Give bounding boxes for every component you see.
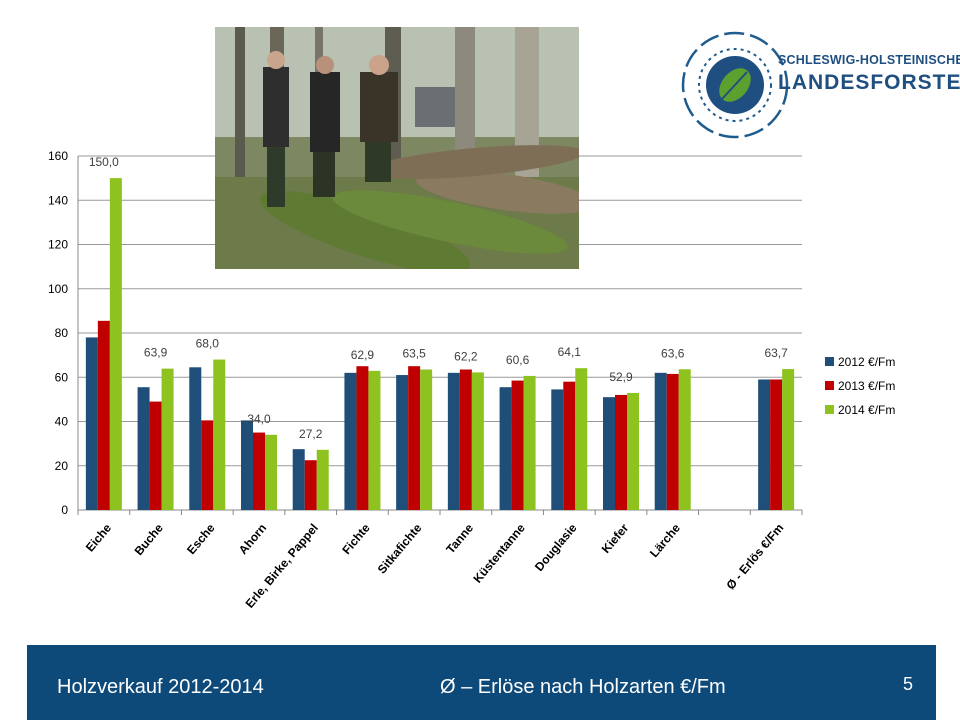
legend-label: 2012 €/Fm <box>838 355 895 369</box>
page-number: 5 <box>903 674 914 694</box>
data-label: 63,5 <box>402 347 426 361</box>
bar-2014 <box>161 368 174 510</box>
data-label: 150,0 <box>89 155 119 169</box>
legend-swatch <box>825 357 834 366</box>
data-label: 34,0 <box>247 412 271 426</box>
data-label: 62,9 <box>351 348 375 362</box>
y-tick-label: 60 <box>55 370 69 384</box>
bar-2012 <box>396 375 409 510</box>
bar-2013 <box>408 366 421 510</box>
bar-2014 <box>575 368 588 510</box>
y-tick-label: 160 <box>48 149 68 163</box>
logo-text-line1: SCHLESWIG-HOLSTEINISCHE <box>778 53 960 67</box>
bar-2013 <box>356 366 369 510</box>
bar-2013 <box>563 381 576 510</box>
legend-label: 2013 €/Fm <box>838 379 895 393</box>
category-label: Eiche <box>83 521 115 555</box>
bar-2013 <box>304 460 317 510</box>
data-label: 27,2 <box>299 427 323 441</box>
bar-2014 <box>420 369 433 510</box>
bar-2012 <box>499 387 512 510</box>
landesforsten-logo <box>681 31 789 139</box>
data-label: 52,9 <box>609 370 633 384</box>
category-label: Douglasie <box>532 521 580 574</box>
bar-2012 <box>292 449 305 510</box>
bar-2012 <box>654 372 667 510</box>
bar-2014 <box>368 370 381 510</box>
data-label: 63,6 <box>661 346 685 360</box>
bar-2012 <box>344 372 357 510</box>
y-tick-label: 120 <box>48 238 68 252</box>
y-tick-label: 80 <box>55 326 69 340</box>
category-label: Ø - Erlös €/Fm <box>723 521 786 592</box>
bar-chart: 0 20 40 60 80 100 120 140 160 150,0 Eiche 63,9 Buche… <box>48 149 895 611</box>
bar-2014 <box>627 392 639 510</box>
bar-2013 <box>511 380 524 510</box>
category-label: Ahorn <box>236 521 269 557</box>
y-tick-label: 0 <box>61 503 68 517</box>
bar-2014 <box>265 434 277 510</box>
bar-2013 <box>97 320 110 510</box>
bar-2013 <box>253 432 265 510</box>
bar-2014 <box>316 449 329 510</box>
forest-photo <box>215 27 579 269</box>
bar-2012 <box>137 387 150 510</box>
bar-2014 <box>782 369 795 510</box>
bar-2012 <box>758 379 771 510</box>
data-label: 60,6 <box>506 353 530 367</box>
category-label: Kiefer <box>599 521 632 556</box>
category-label: Küstentanne <box>470 521 528 586</box>
category-label: Buche <box>132 521 167 558</box>
bar-2013 <box>149 401 162 510</box>
bar-2014 <box>109 178 122 510</box>
category-label: Esche <box>184 521 218 557</box>
y-tick-label: 20 <box>55 459 69 473</box>
footer-title: Holzverkauf 2012-2014 <box>57 676 264 698</box>
legend-swatch <box>825 381 834 390</box>
bar-2014 <box>213 359 226 510</box>
logo-text-line2: LANDESFORSTEN <box>778 71 960 94</box>
legend-swatch <box>825 405 834 414</box>
bar-2013 <box>615 394 627 510</box>
bar-2014 <box>523 375 536 510</box>
legend-label: 2014 €/Fm <box>838 403 895 417</box>
bar-2012 <box>551 389 564 510</box>
bar-2013 <box>770 379 783 510</box>
bar-2012 <box>447 372 460 510</box>
data-label: 63,7 <box>764 346 788 360</box>
bar-2013 <box>666 373 679 510</box>
bar-2012 <box>85 337 98 510</box>
bar-2013 <box>459 369 472 510</box>
bar-2012 <box>241 420 253 510</box>
category-label: Tanne <box>443 521 476 557</box>
footer-subtitle: Ø – Erlöse nach Holzarten €/Fm <box>440 676 726 698</box>
bar-2013 <box>201 420 214 510</box>
bar-2014 <box>471 372 484 510</box>
bar-2014 <box>678 369 691 510</box>
category-label: Sitkafichte <box>375 521 425 577</box>
data-label: 64,1 <box>558 345 582 359</box>
y-tick-label: 140 <box>48 193 68 207</box>
y-tick-label: 40 <box>55 415 69 429</box>
data-label: 62,2 <box>454 349 478 363</box>
data-label: 63,9 <box>144 346 168 360</box>
footer-bar: Holzverkauf 2012-2014 Ø – Erlöse nach Ho… <box>27 645 936 720</box>
bar-2012 <box>603 397 615 510</box>
data-label: 68,0 <box>196 337 220 351</box>
y-tick-label: 100 <box>48 282 68 296</box>
category-label: Fichte <box>339 521 373 557</box>
bar-2012 <box>189 367 202 510</box>
category-label: Lärche <box>647 521 683 560</box>
